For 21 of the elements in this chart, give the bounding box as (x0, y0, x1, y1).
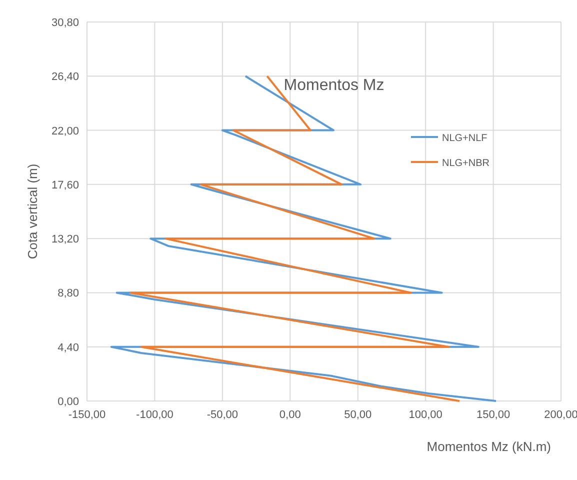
text: Momentos Mz (284, 77, 384, 94)
x-tick-label: 0,00 (279, 409, 301, 421)
x-tick-label: 100,00 (408, 409, 442, 421)
x-tick-label: 150,00 (476, 409, 510, 421)
x-tick-label: 50,00 (344, 409, 372, 421)
y-tick-label: 26,40 (51, 71, 79, 84)
y-axis-title: Cota vertical (m) (25, 164, 40, 260)
x-tick-label: -150,00 (68, 409, 106, 421)
x-tick-label: -100,00 (136, 409, 174, 421)
x-tick-label: 200,00 (544, 409, 577, 421)
x-tick-label: -50,00 (206, 409, 238, 421)
y-tick-label: 8,80 (58, 288, 79, 300)
y-tick-label: 0,00 (58, 396, 79, 408)
x-axis-title: Momentos Mz (kN.m) (426, 439, 551, 454)
y-tick-label: 13,20 (51, 234, 79, 246)
y-tick-label: 17,60 (51, 179, 79, 192)
y-tick-label: 30,80 (51, 17, 79, 29)
legend-label: NLG+NBR (442, 158, 490, 169)
y-tick-label: 22,00 (51, 125, 79, 138)
legend-label: NLG+NLF (442, 133, 488, 144)
y-tick-label: 4,40 (58, 342, 79, 354)
